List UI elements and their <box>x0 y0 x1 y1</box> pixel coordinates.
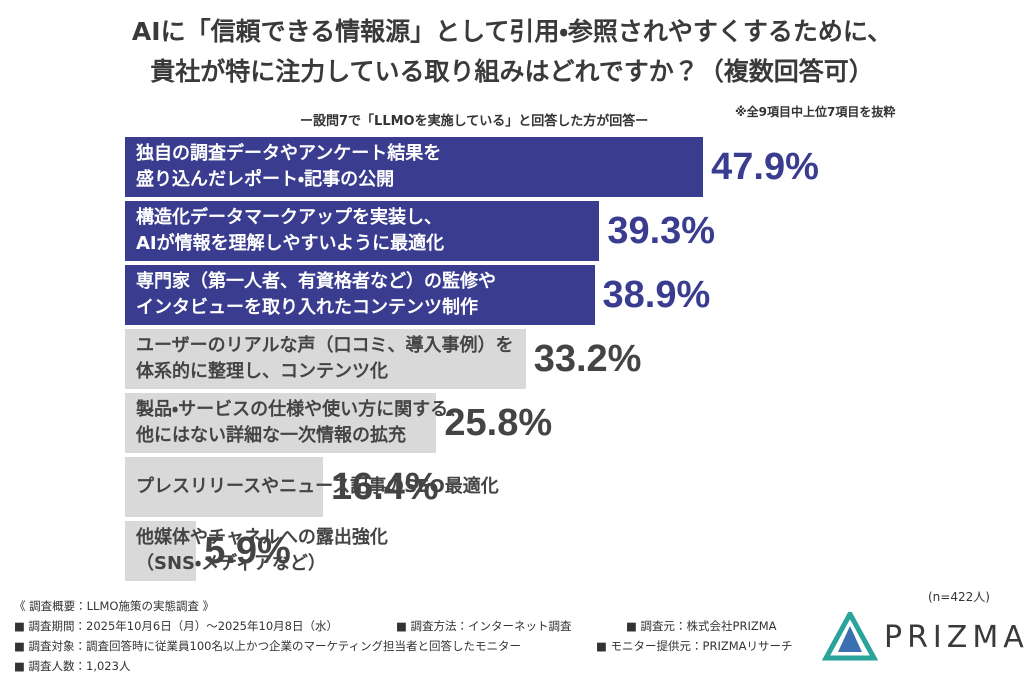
footer-item: ■ 調査期間：2025年10月6日（月）～2025年10月8日（水） <box>14 619 338 633</box>
value-label: 33.2% <box>533 337 642 380</box>
bar <box>125 521 197 581</box>
bar <box>125 393 437 453</box>
category-label: プレスリリースやニュース記事のSEO最適化 <box>136 476 499 497</box>
note: ※全9項目中上位7項目を抜粋 <box>735 105 896 119</box>
logo-icon <box>822 612 878 661</box>
bar <box>125 201 600 261</box>
category-label: 専門家（第一人者、有資格者など）の監修や インタビューを取り入れたコンテンツ制作 <box>136 271 496 318</box>
category-label: 製品・サービスの仕様や使い方に関する、 他にはない詳細な一次情報の拡充 <box>136 399 467 446</box>
category-label: ユーザーのリアルな声（口コミ、導入事例）を 体系的に整理し、コンテンツ化 <box>136 335 514 382</box>
value-label: 39.3% <box>607 209 716 252</box>
chart-title: AIに「信頼できる情報源」として引用・参照されやすくするために、 貴社が特に注力… <box>131 17 893 86</box>
subtitle: ー設問7で「LLMOを実施している」と回答した方が回答ー <box>300 114 649 129</box>
category-label: 他媒体やチャネルへの露出強化 （SNS・メディアなど） <box>136 527 388 574</box>
logo-text: PRIZMA <box>884 620 1024 655</box>
footer-item: ■ 調査人数：1,023人 <box>14 659 131 673</box>
sample-size: (n=422人) <box>928 590 990 604</box>
footer-heading: 《 調査概要：LLMO施策の実態調査 》 <box>14 599 215 613</box>
value-label: 16.4% <box>330 465 439 508</box>
category-label: 構造化データマークアップを実装し、 AIが情報を理解しやすいように最適化 <box>136 207 445 254</box>
footer-item: ■ 調査元：株式会社PRIZMA <box>626 619 777 633</box>
footer-item: ■ 調査方法：インターネット調査 <box>396 619 572 633</box>
value-label: 25.8% <box>444 401 553 444</box>
footer-item: ■ モニター提供元：PRIZMAリサーチ <box>596 639 793 653</box>
bar <box>125 265 595 325</box>
value-label: 5.9% <box>204 529 291 572</box>
category-label: 独自の調査データやアンケート結果を 盛り込んだレポート・記事の公開 <box>136 143 442 190</box>
logo-inner <box>838 626 862 652</box>
logo-triangle <box>822 612 878 661</box>
value-label: 38.9% <box>602 273 711 316</box>
bar <box>125 457 323 517</box>
bar <box>125 137 704 197</box>
footer-item: ■ 調査対象：調査回答時に従業員100名以上かつ企業のマーケティング担当者と回答… <box>14 639 522 653</box>
value-label: 47.9% <box>711 145 819 188</box>
bar <box>125 329 526 389</box>
